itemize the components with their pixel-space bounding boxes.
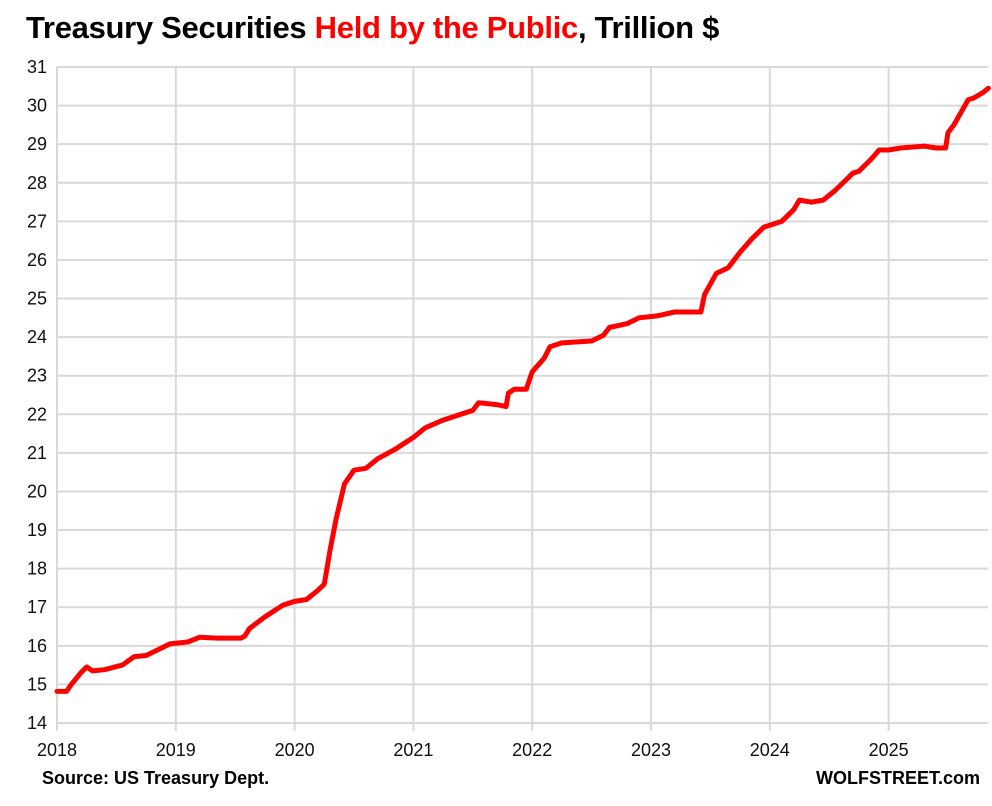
y-tick-label: 20 [27, 481, 47, 501]
data-series-line [54, 85, 991, 694]
y-tick-label: 25 [27, 289, 47, 309]
y-tick-label: 28 [27, 173, 47, 193]
x-tick-label: 2025 [869, 740, 909, 760]
chart-title: Treasury Securities Held by the Public, … [26, 10, 719, 46]
y-tick-label: 29 [27, 134, 47, 154]
x-tick-label: 2024 [750, 740, 790, 760]
y-tick-label: 19 [27, 520, 47, 540]
x-tick-label: 2020 [275, 740, 315, 760]
x-tick-label: 2018 [37, 740, 77, 760]
title-part: , Trillion $ [577, 10, 720, 45]
x-tick-label: 2019 [156, 740, 196, 760]
y-tick-label: 15 [27, 674, 47, 694]
x-tick-label: 2021 [393, 740, 433, 760]
y-tick-label: 17 [27, 597, 47, 617]
y-tick-label: 22 [27, 404, 47, 424]
y-tick-label: 21 [27, 443, 47, 463]
x-tick-label: 2023 [631, 740, 671, 760]
y-tick-label: 31 [27, 57, 47, 77]
y-tick-label: 24 [27, 327, 47, 347]
y-tick-label: 23 [27, 366, 47, 386]
y-tick-label: 30 [27, 96, 47, 116]
title-highlight: Held by the Public [314, 10, 579, 45]
source-note: Source: US Treasury Dept. [42, 768, 270, 788]
y-tick-label: 18 [27, 559, 47, 579]
brand-label: WOLFSTREET.com [815, 768, 980, 788]
y-tick-label: 14 [27, 713, 47, 733]
title-part: Treasury Securities [26, 10, 315, 45]
x-tick-label: 2022 [512, 740, 552, 760]
y-tick-label: 26 [27, 250, 47, 270]
y-tick-label: 27 [27, 211, 47, 231]
y-tick-label: 16 [27, 636, 47, 656]
